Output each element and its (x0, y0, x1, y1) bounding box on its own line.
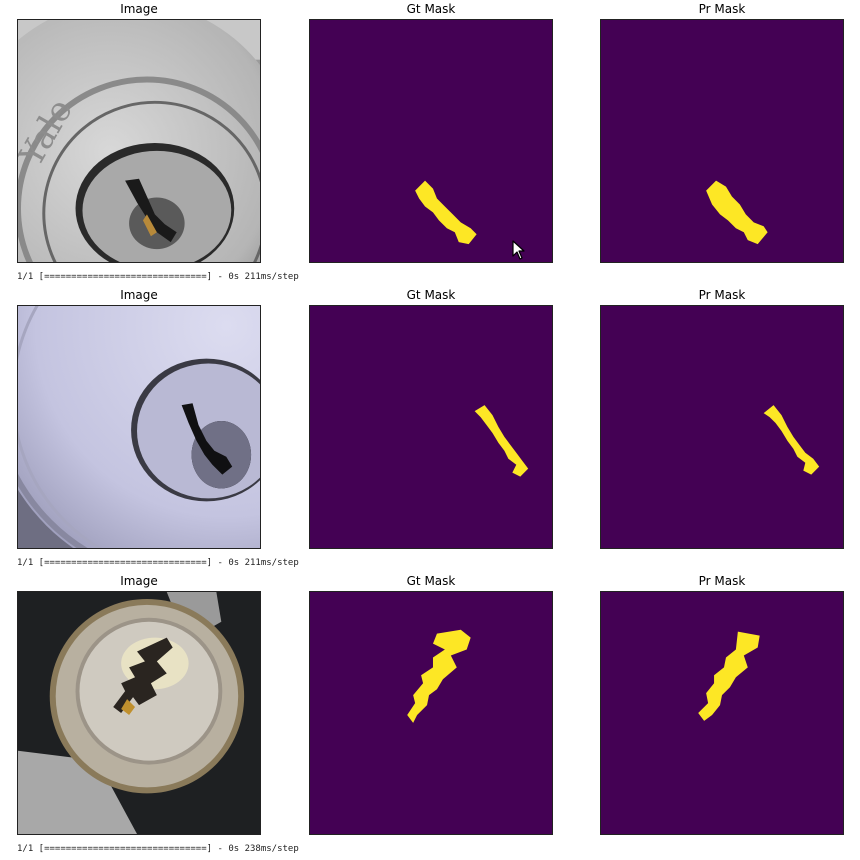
pr-mask (600, 591, 844, 835)
pr-mask (600, 305, 844, 549)
progress-log: 1/1 [==============================] - 0… (17, 272, 299, 282)
progress-log: 1/1 [==============================] - 0… (17, 844, 299, 854)
result-row-2: Image Gt Mask Pr Mask (0, 286, 860, 572)
gt-mask-title: Gt Mask (406, 288, 456, 302)
image-title: Image (120, 288, 158, 302)
mouse-cursor-icon (512, 240, 525, 260)
lock-photo: Yale (17, 19, 261, 263)
pr-mask-title: Pr Mask (698, 574, 746, 588)
lock-photo (17, 305, 261, 549)
image-title: Image (120, 574, 158, 588)
result-row-1: Image Gt Mask Pr Mask Yale (0, 0, 860, 286)
gt-mask (309, 305, 553, 549)
pr-mask (600, 19, 844, 263)
lock-photo (17, 591, 261, 835)
result-row-3: Image Gt Mask Pr Mask 1/1 [=============… (0, 572, 860, 858)
pr-mask-title: Pr Mask (698, 2, 746, 16)
image-title: Image (120, 2, 158, 16)
gt-mask-title: Gt Mask (406, 2, 456, 16)
gt-mask-title: Gt Mask (406, 574, 456, 588)
gt-mask (309, 591, 553, 835)
pr-mask-title: Pr Mask (698, 288, 746, 302)
gt-mask (309, 19, 553, 263)
progress-log: 1/1 [==============================] - 0… (17, 558, 299, 568)
